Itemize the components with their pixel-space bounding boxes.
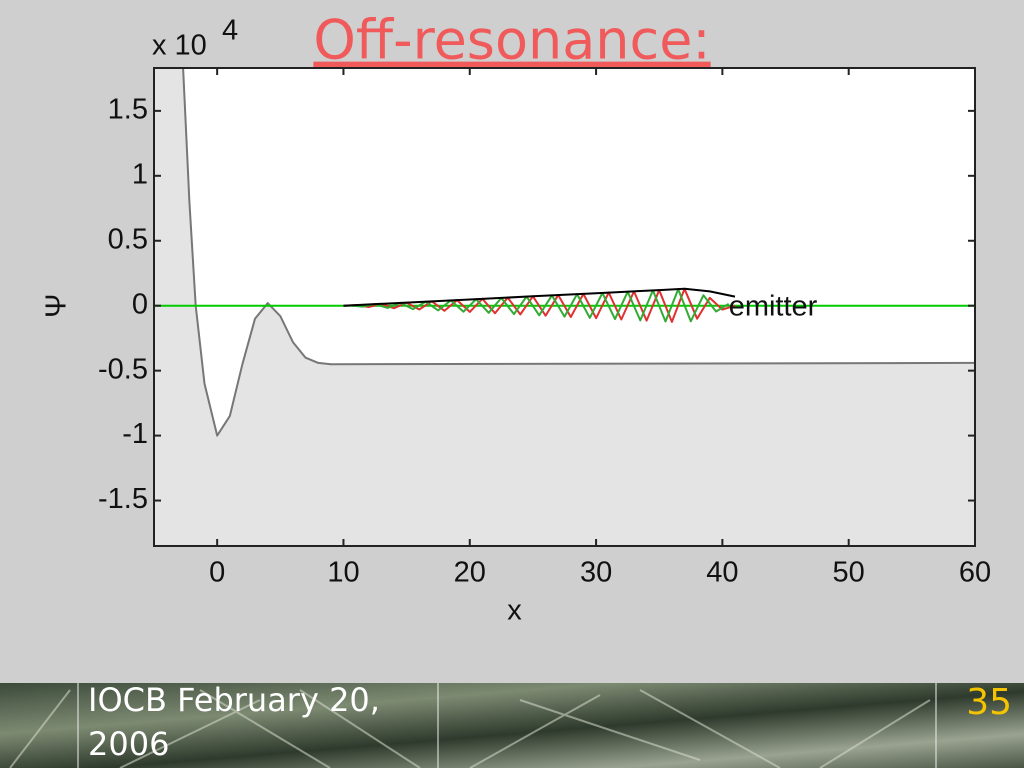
y-tick-label: -1.5 — [98, 483, 148, 515]
footer-foliage — [9, 689, 931, 768]
y-axis-label: Ψ — [41, 294, 73, 318]
y-tick-label: -0.5 — [98, 353, 148, 385]
footer-date: IOCB February 20, 2006 — [88, 681, 380, 763]
line — [182, 68, 975, 437]
slide-title: Off-resonance: — [313, 9, 710, 72]
y-tick-label: 1.5 — [108, 94, 148, 126]
page-number: 35 — [966, 682, 1012, 723]
y-multiplier-exponent: 4 — [222, 15, 238, 47]
y-tick-label: -1 — [122, 418, 148, 450]
footer-band — [0, 683, 1024, 768]
x-tick-label: 0 — [209, 557, 225, 589]
x-tick-label: 20 — [454, 557, 486, 589]
annotation: emitter — [729, 290, 818, 322]
x-tick-label: 40 — [706, 557, 738, 589]
line — [343, 287, 736, 307]
x-axis-label: x — [507, 595, 522, 627]
line — [343, 287, 736, 323]
x-tick-label: 60 — [959, 557, 991, 589]
area — [154, 68, 975, 546]
x-tick-label: 10 — [327, 557, 359, 589]
y-multiplier: x 10 — [152, 30, 207, 62]
x-tick-label: 30 — [580, 557, 612, 589]
plot-layer — [154, 68, 975, 546]
line — [349, 288, 730, 323]
y-tick-label: 0 — [132, 288, 148, 320]
y-tick-label: 0.5 — [108, 223, 148, 255]
plot-frame — [153, 67, 976, 547]
x-tick-label: 50 — [833, 557, 865, 589]
y-tick-label: 1 — [132, 158, 148, 190]
